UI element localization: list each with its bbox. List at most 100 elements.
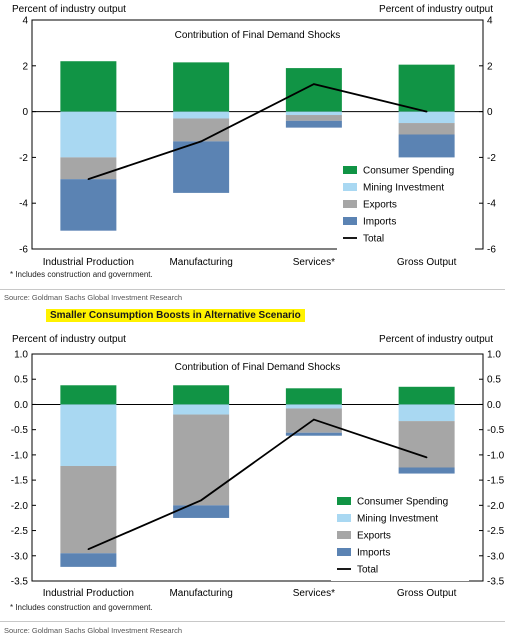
chart-2-bar-consumer-spending: [60, 385, 117, 405]
chart-2-bar-mining-investment: [285, 404, 342, 409]
chart-2-ytick-label-left: -2.0: [11, 501, 29, 512]
chart-2-source: Source: Goldman Sachs Global Investment …: [4, 626, 183, 635]
chart-1-ytick-label-left: 4: [22, 16, 28, 27]
chart-2-divider: [0, 621, 505, 622]
chart-2-category-label: Services*: [293, 588, 335, 599]
chart-1-ytick-label-left: -6: [19, 245, 28, 256]
chart-1-ylabel-right: Percent of industry output: [379, 4, 493, 15]
chart-2: -3.5 -3.5 -3.0 -3.0 -2.5 -2.5 -2.0 -2.0 -1.5 -1.5…: [11, 334, 505, 599]
chart-2-bar-mining-investment: [173, 404, 230, 415]
chart-1-total-line: [88, 83, 427, 181]
chart-1-source: Source: Goldman Sachs Global Investment …: [4, 293, 183, 302]
chart-1-bar-imports: [285, 120, 342, 128]
chart-2-bar-mining-investment: [60, 404, 117, 466]
chart-1-category-label: Gross Output: [397, 257, 457, 268]
chart-2-legend-label: Mining Investment: [357, 514, 438, 525]
chart-2-ytick-label-left: 1.0: [14, 350, 28, 361]
chart-1-legend-swatch-exports: [343, 200, 357, 208]
chart-2-bar-imports: [285, 432, 342, 436]
chart-2-ytick-label-left: -1.5: [11, 476, 29, 487]
chart-1-bar-mining-investment: [285, 111, 342, 116]
chart-1-bar-mining-investment: [60, 111, 117, 158]
chart-1-bar-exports: [60, 157, 117, 180]
chart-2-ytick-label-right: -1.0: [487, 450, 505, 461]
chart-2-ytick-label-right: -2.5: [487, 526, 505, 537]
chart-2-legend-swatch-exports: [337, 531, 351, 539]
chart-2-ytick-label-right: 0.5: [487, 375, 501, 386]
chart-2-footnote: * Includes construction and government.: [10, 603, 153, 612]
chart-2-title: Contribution of Final Demand Shocks: [175, 362, 341, 373]
chart-2-ytick-label-right: 0.0: [487, 400, 501, 411]
chart-1-ytick-label-right: -6: [487, 245, 496, 256]
chart-1-total-point: [87, 178, 90, 180]
chart-panel-1: -6 -6 -4 -4 -2 -2 0 0 2 2 4 4 Percent of industry ou…: [0, 0, 505, 306]
chart-1-total-point: [200, 140, 202, 143]
chart-1-title: Contribution of Final Demand Shocks: [175, 30, 341, 41]
chart-2-legend-swatch-imports: [337, 548, 351, 556]
chart-1-legend-label: Mining Investment: [363, 183, 444, 194]
chart-2-ytick-label-left: 0.0: [14, 400, 28, 411]
chart-2-ytick-label-right: -3.5: [487, 577, 505, 588]
chart-2-ytick-label-left: -1.0: [11, 450, 29, 461]
chart-1-ytick-label-right: -4: [487, 199, 496, 210]
chart-2-ytick-label-right: -3.0: [487, 551, 505, 562]
chart-1-bar-consumer-spending: [173, 62, 230, 112]
chart-1-ytick-label-right: 4: [487, 16, 493, 27]
chart-1-ytick-label-right: -2: [487, 153, 496, 164]
chart-2-ylabel-right: Percent of industry output: [379, 334, 493, 345]
chart-2-bar-imports: [398, 467, 455, 474]
chart-1-legend-swatch-imports: [343, 217, 357, 225]
chart-1-ytick-label-left: -4: [19, 199, 28, 210]
chart-1-bar-imports: [60, 179, 117, 231]
chart-1-ytick-label-right: 0: [487, 107, 493, 118]
chart-2-bar-consumer-spending: [398, 386, 455, 405]
chart-2-category-label: Gross Output: [397, 588, 457, 599]
chart-2-legend-label: Total: [357, 565, 378, 576]
chart-2-legend-label: Exports: [357, 531, 391, 542]
chart-1-bar-consumer-spending: [60, 61, 117, 112]
chart-2-category-label: Industrial Production: [43, 588, 134, 599]
chart-2-category-label: Manufacturing: [169, 588, 232, 599]
chart-1-bar-imports: [173, 141, 230, 193]
chart-panel-2: -3.5 -3.5 -3.0 -3.0 -2.5 -2.5 -2.0 -2.0 -1.5 -1.5…: [0, 306, 505, 640]
chart-1-legend-box: [337, 159, 475, 250]
chart-1-legend-swatch-mining-investment: [343, 183, 357, 191]
chart-2-total-point: [425, 456, 428, 459]
chart-1-legend-label: Consumer Spending: [363, 166, 454, 177]
chart-1-bar-consumer-spending: [285, 68, 342, 112]
chart-1-plot-frame: [31, 19, 484, 250]
chart-1-bar-consumer-spending: [398, 64, 455, 112]
chart-2-ytick-label-right: -0.5: [487, 425, 505, 436]
chart-2-ytick-label-left: -3.5: [11, 577, 29, 588]
chart-2-bar-exports: [173, 414, 230, 506]
chart-1-bar-mining-investment: [398, 111, 455, 124]
chart-1-ytick-label-left: 2: [22, 61, 28, 72]
chart-1-bar-exports: [285, 115, 342, 121]
chart-1-category-label: Industrial Production: [43, 257, 134, 268]
chart-2-ytick-label-left: -2.5: [11, 526, 29, 537]
chart-2-ytick-label-left: -0.5: [11, 425, 29, 436]
chart-2-bar-consumer-spending: [173, 385, 230, 405]
chart-1-legend-swatch-consumer-spending: [343, 166, 357, 174]
chart-1-footnote: * Includes construction and government.: [10, 270, 153, 279]
chart-2-heading: Smaller Consumption Boosts in Alternativ…: [46, 309, 305, 322]
chart-2-bar-imports: [60, 553, 117, 567]
chart-1-divider: [0, 289, 505, 290]
chart-2-legend-swatch-mining-investment: [337, 514, 351, 522]
chart-1-bar-exports: [398, 123, 455, 135]
chart-2-total-point: [313, 418, 315, 421]
chart-1-total-point: [313, 83, 315, 85]
chart-1-bar-mining-investment: [173, 111, 230, 119]
chart-2-total-point: [87, 548, 90, 551]
chart-2-legend-swatch-consumer-spending: [337, 497, 351, 505]
chart-1-legend-label: Imports: [363, 217, 396, 228]
chart-1-ytick-label-right: 2: [487, 61, 493, 72]
chart-1-bar-imports: [398, 134, 455, 158]
chart-2-bar-mining-investment: [398, 404, 455, 422]
chart-1-legend-label: Total: [363, 234, 384, 245]
chart-2-ytick-label-right: -1.5: [487, 476, 505, 487]
chart-1-ytick-label-left: 0: [22, 107, 28, 118]
chart-2-ytick-label-right: 1.0: [487, 350, 501, 361]
chart-2-bar-imports: [173, 505, 230, 518]
